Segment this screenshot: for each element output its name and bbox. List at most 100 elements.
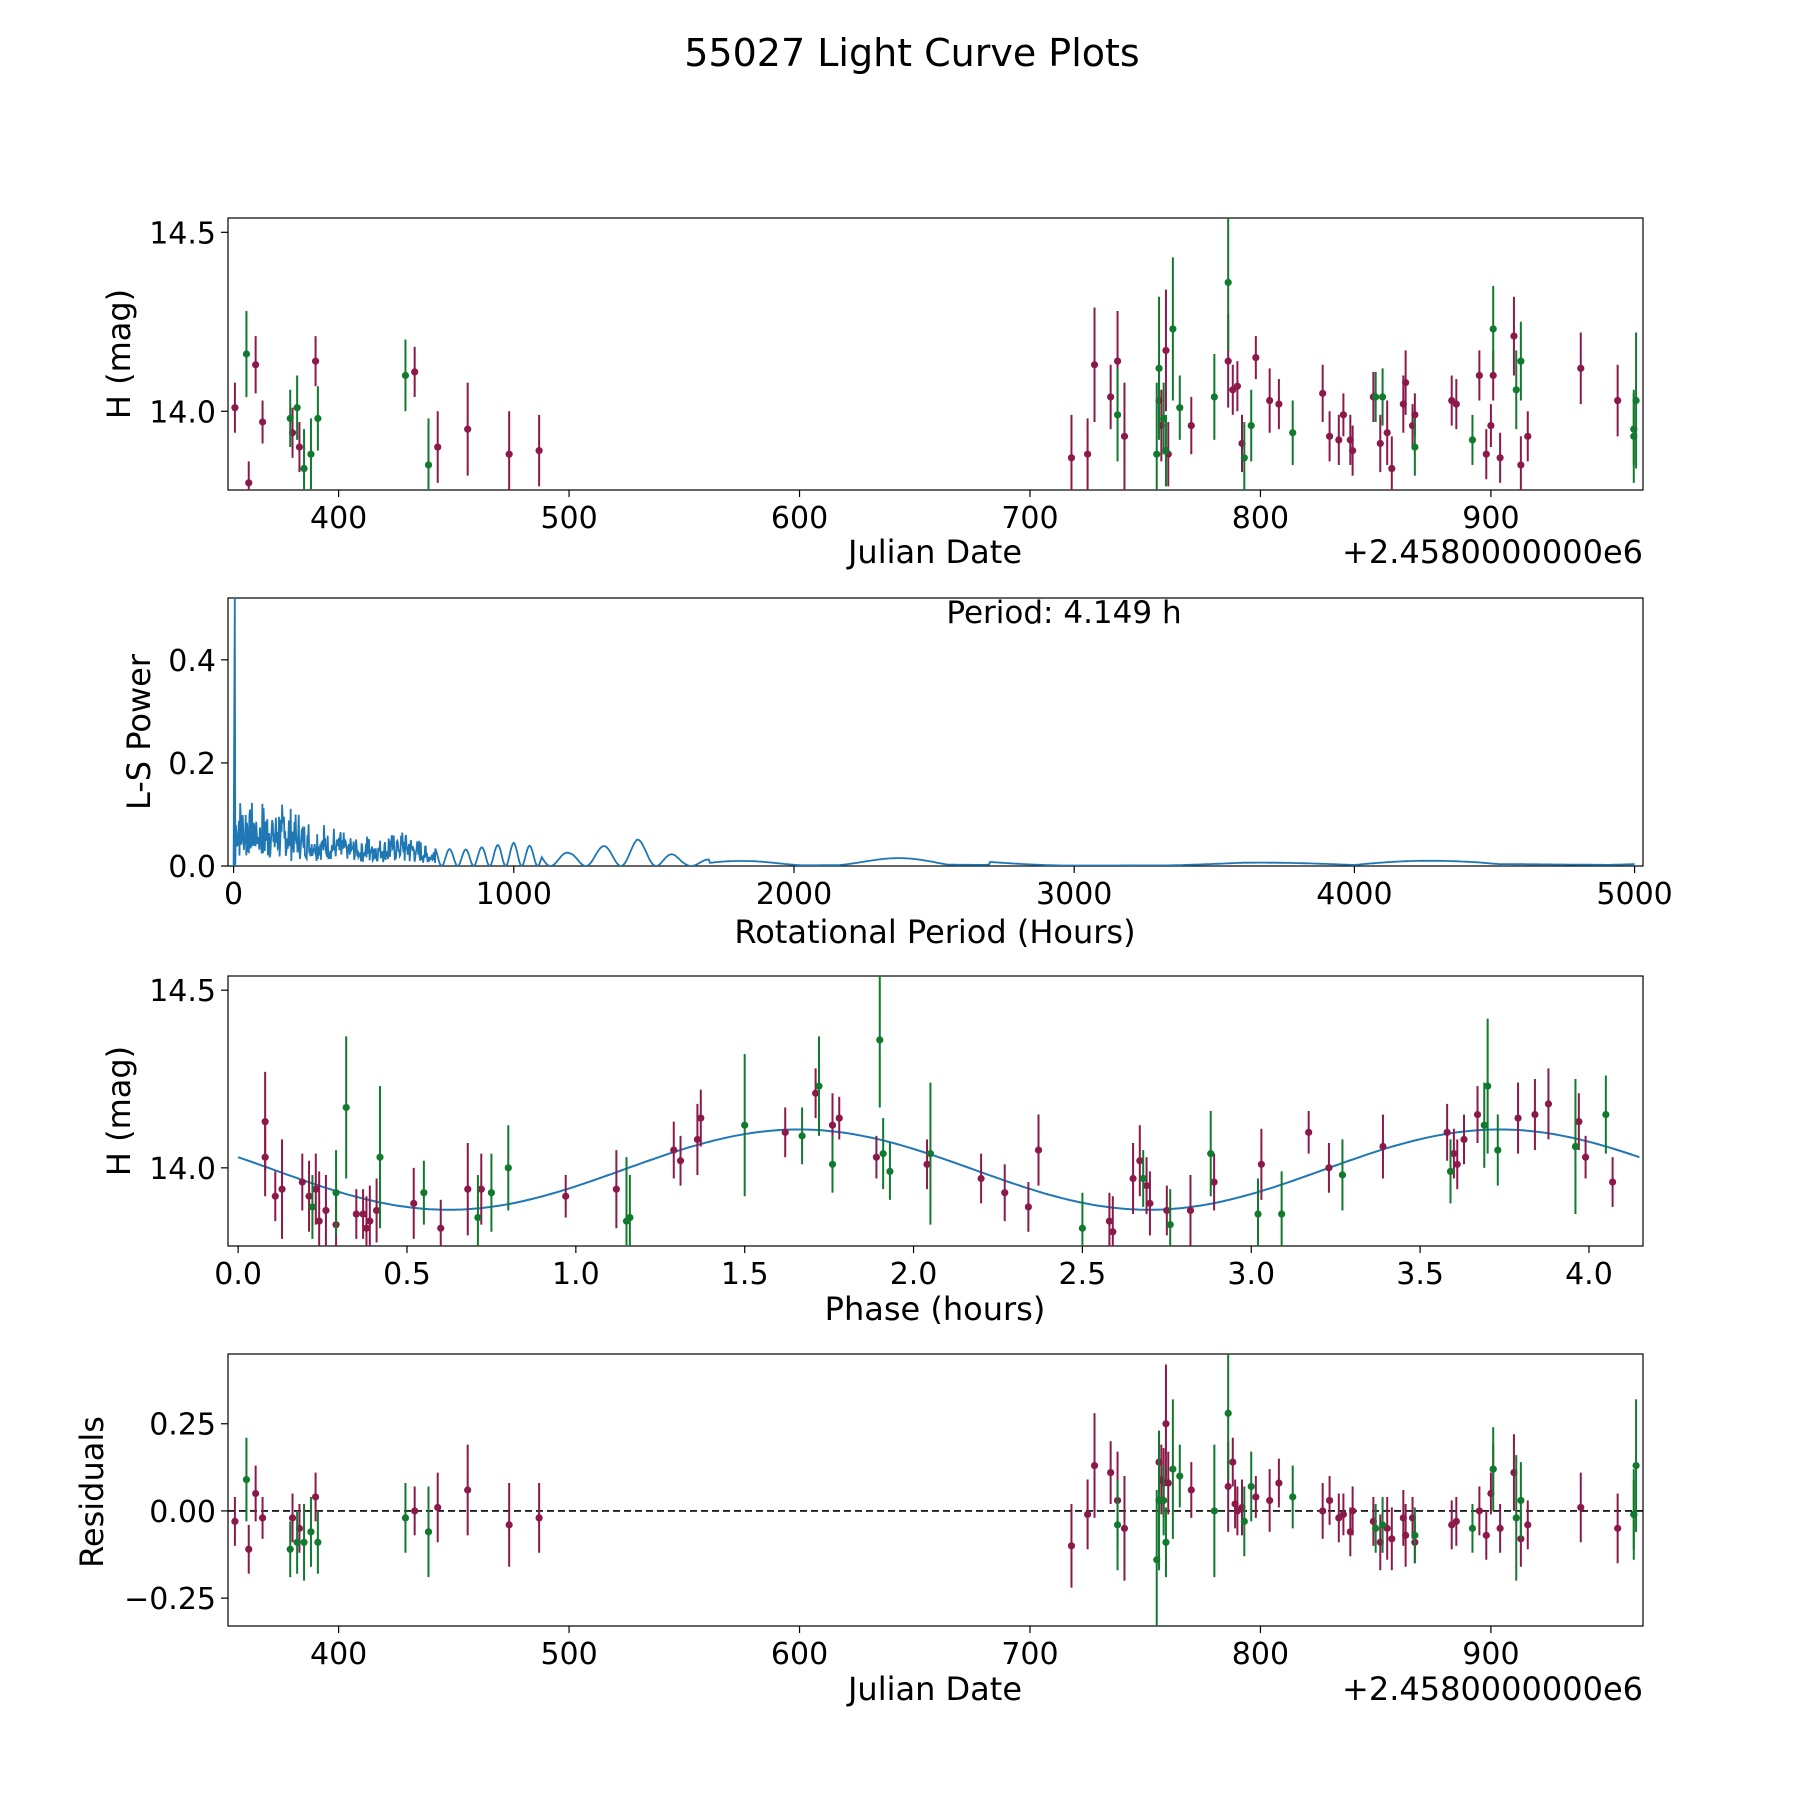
data-point <box>1113 411 1122 419</box>
data-point <box>434 443 442 451</box>
data-point <box>245 479 253 487</box>
data-point <box>1630 1510 1638 1519</box>
x-tick-label: 2000 <box>756 877 832 912</box>
data-point <box>1078 1224 1087 1232</box>
x-tick-label: 600 <box>771 501 828 536</box>
data-point <box>1482 1531 1490 1539</box>
data-point <box>798 1132 806 1140</box>
figure-title: 55027 Light Curve Plots <box>684 31 1139 75</box>
y-tick-label: 0.2 <box>168 747 216 782</box>
data-point <box>1247 421 1255 430</box>
x-tick-label: 3.0 <box>1227 1257 1275 1292</box>
phase-curve-ylabel: H (mag) <box>100 1046 138 1176</box>
data-point <box>420 1189 428 1197</box>
data-point <box>1575 1118 1583 1126</box>
data-point <box>977 1174 985 1183</box>
data-point <box>1163 1206 1171 1215</box>
data-point <box>828 1121 837 1129</box>
data-point <box>1155 364 1163 372</box>
residuals-offset-text: +2.4580000000e6 <box>1342 1670 1643 1708</box>
data-point <box>305 1192 313 1200</box>
data-point <box>1517 461 1525 469</box>
data-point <box>1372 393 1380 401</box>
data-point <box>1339 411 1348 419</box>
periodogram-axes-frame <box>227 597 1644 867</box>
residuals-xlabel: Julian Date <box>846 1670 1022 1708</box>
data-point <box>1169 1465 1177 1473</box>
light-curve-ylabel: H (mag) <box>100 289 138 419</box>
data-point <box>464 1185 472 1193</box>
data-point <box>1275 400 1283 408</box>
data-point <box>288 1514 297 1522</box>
data-point <box>311 357 320 365</box>
data-point <box>1338 1171 1347 1179</box>
light-curve-panel: 400 500 600 700 800 900 14.0 14.5 Julian Date H… <box>100 216 1644 571</box>
data-point <box>693 1135 702 1144</box>
x-tick-label: 0 <box>224 877 243 912</box>
data-point <box>1289 429 1297 437</box>
data-point <box>1378 393 1387 401</box>
data-point <box>1443 1128 1451 1136</box>
data-point <box>1186 1206 1195 1215</box>
data-point <box>308 1203 317 1211</box>
data-point <box>1207 1150 1215 1158</box>
data-point <box>1460 1135 1468 1144</box>
data-point <box>1266 1496 1274 1505</box>
data-point <box>231 404 239 412</box>
x-tick-label: 2.5 <box>1059 1257 1107 1292</box>
data-point <box>670 1146 678 1154</box>
data-point <box>307 1528 315 1536</box>
light-curve-points <box>231 218 1640 490</box>
data-point <box>1609 1178 1617 1186</box>
data-point <box>300 464 308 473</box>
y-tick-label: 0.25 <box>149 1408 216 1443</box>
data-point <box>258 1514 267 1522</box>
data-point <box>535 1514 543 1522</box>
data-point <box>1577 1503 1585 1512</box>
data-point <box>1067 454 1076 462</box>
data-point <box>477 1185 485 1193</box>
data-point <box>424 1528 433 1536</box>
data-point <box>923 1160 931 1168</box>
x-tick-label: 4.0 <box>1565 1257 1613 1292</box>
data-point <box>1614 1524 1622 1532</box>
x-tick-label: 5000 <box>1596 877 1672 912</box>
data-point <box>1160 1496 1168 1505</box>
data-point <box>258 418 267 426</box>
data-point <box>1487 421 1495 430</box>
data-point <box>1319 1507 1327 1515</box>
periodogram-panel: 0 1000 2000 3000 4000 5000 0.0 0.2 0.4 Period: 4… <box>120 595 1673 951</box>
x-tick-label: 0.5 <box>383 1257 431 1292</box>
data-point <box>1139 1174 1147 1183</box>
data-point <box>1510 332 1518 340</box>
data-point <box>1383 429 1391 437</box>
light-curve-ticks: 400 500 600 700 800 900 14.0 14.5 <box>149 216 1519 536</box>
data-point <box>1517 357 1525 365</box>
data-point <box>286 1545 294 1553</box>
data-point <box>366 1217 374 1225</box>
data-point <box>1450 1150 1458 1158</box>
data-point <box>1252 353 1260 362</box>
data-point <box>1524 432 1532 440</box>
data-point <box>1024 1203 1032 1211</box>
data-point <box>314 414 322 423</box>
data-point <box>1524 1521 1532 1529</box>
y-tick-label: 0.0 <box>168 850 216 885</box>
x-tick-label: 800 <box>1232 1637 1289 1672</box>
phase-curve-axes-frame <box>227 975 1644 1247</box>
data-point <box>1224 278 1232 287</box>
phase-curve-panel: 0.0 0.5 1.0 1.5 2.0 2.5 3.0 3.5 4.0 14.0 14.5 Phas… <box>100 974 1644 1328</box>
data-point <box>781 1128 789 1136</box>
data-point <box>1544 1100 1553 1108</box>
data-point <box>1113 357 1122 365</box>
data-point <box>1109 1228 1117 1236</box>
data-point <box>1411 443 1419 451</box>
data-point <box>311 1493 320 1501</box>
data-point <box>1107 393 1115 401</box>
data-point <box>293 404 301 412</box>
data-point <box>886 1167 894 1175</box>
data-point <box>612 1185 620 1193</box>
data-point <box>352 1210 360 1218</box>
data-point <box>487 1189 496 1197</box>
data-point <box>1349 1507 1357 1515</box>
